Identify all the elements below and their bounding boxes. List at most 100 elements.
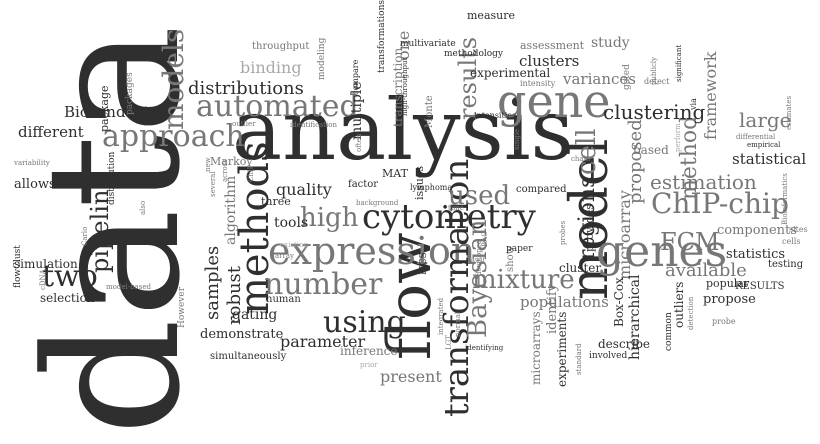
word-binding: binding bbox=[240, 58, 302, 77]
word-involved: involved bbox=[589, 351, 628, 361]
word-results: RESULTS bbox=[735, 281, 785, 292]
word-packages: packages bbox=[125, 72, 135, 115]
word-often: often bbox=[355, 133, 363, 152]
word-used: used bbox=[448, 181, 511, 211]
word-multivariate: multivariate bbox=[400, 39, 456, 49]
word-bioinformatics: Bioinformatics bbox=[781, 173, 789, 225]
word-flowclust: flowClust bbox=[13, 245, 23, 288]
word-experiments: experiments bbox=[555, 311, 569, 387]
word-populations: populations bbox=[520, 293, 609, 311]
word-chain: chain bbox=[571, 155, 591, 163]
word-parameter: parameter bbox=[280, 332, 366, 351]
word-identifying: identifying bbox=[465, 344, 504, 352]
word-perform: perform bbox=[674, 123, 682, 152]
word-available: available bbox=[665, 260, 747, 281]
word-algorithm: algorithm bbox=[223, 175, 239, 245]
word-array: array bbox=[275, 252, 294, 260]
word-package: package bbox=[98, 85, 111, 132]
word-throughput: throughput bbox=[252, 41, 310, 52]
word-experimental: experimental bbox=[470, 66, 551, 80]
word-common: common bbox=[664, 312, 674, 351]
word-provides: provides bbox=[583, 204, 596, 252]
word-automated: automated bbox=[196, 89, 359, 124]
word-monte: Monte bbox=[424, 95, 435, 128]
word-high: high bbox=[300, 203, 359, 233]
word-gated: gated bbox=[622, 64, 632, 90]
word-detect: detect bbox=[644, 77, 670, 86]
word-two: two bbox=[42, 259, 98, 294]
word-sites: sites bbox=[789, 225, 808, 234]
word-background: background bbox=[356, 199, 399, 207]
word-probe: probe bbox=[712, 317, 736, 326]
word-significant: significant bbox=[675, 44, 683, 82]
word-genes: genes bbox=[596, 226, 728, 277]
word-via: via bbox=[689, 98, 698, 110]
word-chip: ChIP bbox=[247, 164, 255, 182]
word-distribution: distribution bbox=[107, 151, 117, 205]
word-cluster: cluster bbox=[559, 261, 602, 275]
word-study: study bbox=[591, 35, 630, 51]
word-well: well bbox=[470, 257, 485, 265]
word-outliers: outliers bbox=[672, 281, 686, 328]
word-transformations: transformations bbox=[377, 0, 387, 73]
word-distributions: distributions bbox=[188, 78, 304, 99]
word-standard: standard bbox=[575, 343, 583, 375]
word-mixture: mixture bbox=[472, 265, 575, 295]
word-assessment: assessment bbox=[520, 39, 585, 52]
word-statistical: statistical bbox=[732, 150, 807, 168]
word-quality: quality bbox=[276, 180, 332, 199]
word-simulation: simulation bbox=[14, 257, 78, 271]
word-intensity: intensity bbox=[520, 79, 556, 88]
word-three: three bbox=[261, 195, 291, 208]
word-several: several bbox=[209, 171, 217, 197]
word-cell: cell bbox=[572, 128, 602, 175]
word-estimation: estimation bbox=[650, 170, 757, 194]
word-compared: compared bbox=[516, 184, 567, 195]
word-probes: probes bbox=[559, 220, 567, 245]
word-use: use bbox=[131, 225, 152, 239]
word-cdna: cDNA bbox=[39, 269, 47, 290]
word-variances: variances bbox=[563, 70, 636, 88]
word-simultaneously: simultaneously bbox=[210, 351, 287, 362]
word-samples: samples bbox=[202, 245, 223, 320]
word-fcm: FCM bbox=[660, 228, 720, 256]
word-also: also bbox=[139, 200, 147, 215]
word-publicly: publicly bbox=[650, 56, 658, 85]
word-chip-chip: ChIP-chip bbox=[651, 187, 789, 220]
word-bioconductor: Bioconductor bbox=[64, 103, 166, 121]
word-existing: existing bbox=[280, 241, 308, 249]
word-intensities: intensities bbox=[474, 111, 517, 120]
word-methodology: methodology bbox=[444, 49, 504, 59]
word-using: using bbox=[323, 305, 406, 340]
word-however: However bbox=[177, 286, 187, 328]
word-factor: factor bbox=[348, 179, 379, 190]
word-high-throughput: high-throughput bbox=[401, 57, 409, 116]
word-cytometry: cytometry bbox=[362, 197, 536, 237]
word-microarray: microarray bbox=[615, 190, 634, 280]
word-variability: variability bbox=[14, 159, 50, 167]
word-differential: differential bbox=[736, 133, 776, 141]
word-box-cox: Box-Cox bbox=[612, 277, 626, 327]
word-inference: inference bbox=[340, 344, 398, 358]
word-single: single bbox=[513, 128, 521, 150]
word-different: different bbox=[18, 123, 84, 141]
word-components: components bbox=[717, 223, 797, 238]
word-present: present bbox=[380, 367, 442, 386]
word-modeling: modeling bbox=[317, 37, 327, 80]
word-lymphoma: lymphoma bbox=[410, 183, 453, 192]
word-based: based bbox=[633, 143, 669, 157]
word-describe: describe bbox=[598, 337, 651, 351]
word-across: across bbox=[221, 159, 229, 182]
word-model-based: model-based bbox=[106, 283, 151, 291]
word-testing: testing bbox=[768, 259, 804, 270]
word-lgt: LGT bbox=[445, 335, 453, 350]
word-popular: popular bbox=[706, 277, 750, 290]
word-time: time bbox=[448, 204, 464, 212]
word-integrated: integrated bbox=[437, 297, 445, 335]
word-normal: normal bbox=[454, 311, 462, 337]
word-cells: cells bbox=[782, 237, 801, 246]
word-tools: tools bbox=[274, 215, 309, 231]
word-selection: selection bbox=[40, 291, 95, 305]
word-human: human bbox=[266, 294, 301, 305]
